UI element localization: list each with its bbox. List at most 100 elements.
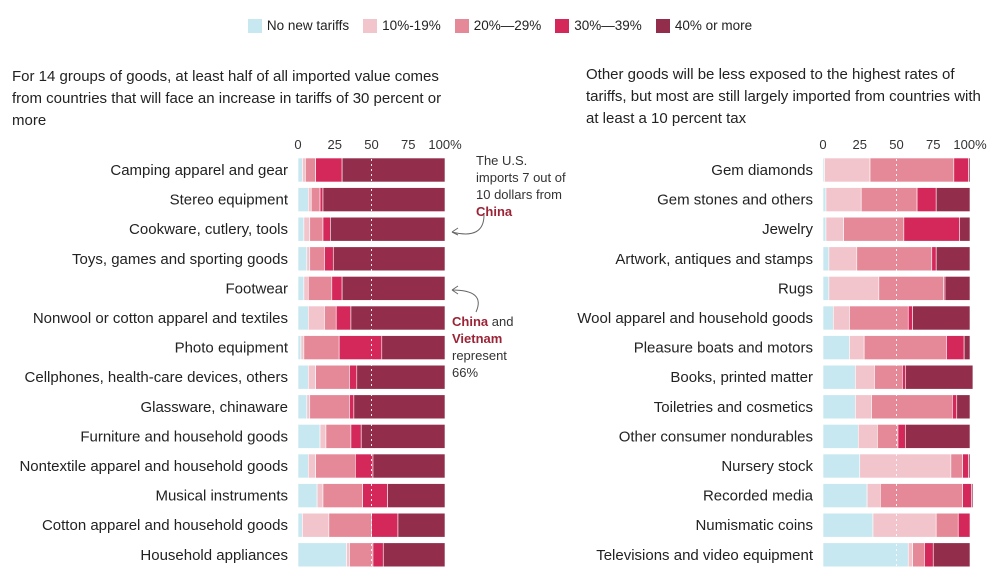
bar-segment bbox=[315, 364, 350, 390]
bar-segment bbox=[353, 394, 446, 420]
bar-segment bbox=[372, 542, 384, 568]
bar-segment bbox=[871, 394, 953, 420]
bar-segment bbox=[307, 187, 312, 212]
bar-segment bbox=[822, 453, 861, 479]
bar-segment bbox=[319, 424, 327, 449]
bar-segment bbox=[328, 512, 372, 538]
bar-segment bbox=[309, 246, 325, 272]
category-label: Other consumer nondurables bbox=[619, 428, 813, 445]
bar-segment bbox=[950, 453, 963, 479]
bar-segment bbox=[968, 157, 971, 183]
bar-segment bbox=[341, 157, 446, 183]
bar-segment bbox=[355, 453, 374, 479]
bar-segment bbox=[371, 512, 399, 538]
bar-segment bbox=[303, 276, 309, 301]
bar-segment bbox=[302, 512, 330, 538]
category-label: Gem diamonds bbox=[711, 162, 813, 179]
bar-segment bbox=[825, 216, 844, 242]
bar-segment bbox=[962, 483, 972, 508]
bar-segment bbox=[878, 276, 944, 301]
bar-segment bbox=[822, 216, 827, 242]
bar-segment bbox=[822, 394, 856, 420]
legend-swatch bbox=[454, 18, 469, 33]
category-label: Pleasure boats and motors bbox=[634, 340, 813, 357]
bar-segment bbox=[309, 216, 324, 242]
category-label: Cellphones, health-care devices, others bbox=[25, 369, 288, 386]
bar-segment bbox=[297, 187, 309, 212]
category-label: Footwear bbox=[225, 280, 288, 297]
bar-segment bbox=[322, 483, 363, 508]
bar-segment bbox=[872, 512, 937, 538]
bar-segment bbox=[324, 305, 337, 331]
bar-segment bbox=[860, 187, 918, 212]
legend-swatch bbox=[363, 18, 378, 33]
bar-segment bbox=[857, 424, 878, 449]
bar-segment bbox=[297, 394, 308, 420]
bar-segment bbox=[822, 335, 850, 360]
bar-segment bbox=[932, 542, 971, 568]
x-tick-label: 100% bbox=[953, 137, 987, 152]
x-tick-label: 25 bbox=[853, 137, 867, 152]
bar-segment bbox=[305, 157, 316, 183]
bar-segment bbox=[959, 216, 971, 242]
category-label: Toiletries and cosmetics bbox=[654, 399, 813, 416]
bar-segment bbox=[335, 305, 352, 331]
bar-segment bbox=[330, 216, 446, 242]
bar-segment bbox=[874, 364, 903, 390]
bar-segment bbox=[822, 483, 868, 508]
legend-swatch bbox=[247, 18, 262, 33]
bar-segment bbox=[912, 542, 925, 568]
x-tick-label: 0 bbox=[294, 137, 301, 152]
bar-segment bbox=[935, 187, 971, 212]
category-label: Stereo equipment bbox=[170, 192, 289, 209]
bar-segment bbox=[356, 364, 446, 390]
bar-segment bbox=[325, 424, 352, 449]
category-label: Nontextile apparel and household goods bbox=[19, 458, 288, 475]
category-label: Camping apparel and gear bbox=[110, 162, 288, 179]
legend-label: 30%—39% bbox=[574, 18, 642, 33]
bar-segment bbox=[303, 335, 340, 360]
category-label: Cotton apparel and household goods bbox=[42, 517, 288, 534]
bar-segment bbox=[916, 187, 937, 212]
bar-segment bbox=[825, 187, 862, 212]
category-label: Rugs bbox=[778, 280, 813, 297]
bar-segment bbox=[971, 483, 974, 508]
bar-segment bbox=[307, 276, 333, 301]
left-chart-subtitle: For 14 groups of goods, at least half of… bbox=[12, 68, 442, 129]
bar-segment bbox=[315, 157, 343, 183]
x-tick-label: 75 bbox=[926, 137, 940, 152]
bar-segment bbox=[962, 453, 969, 479]
legend-item: 20%—29% bbox=[454, 18, 541, 33]
bar-segment bbox=[822, 364, 856, 390]
bar-segment bbox=[349, 394, 355, 420]
bar-segment bbox=[300, 335, 305, 360]
legend-item: 30%—39% bbox=[555, 18, 642, 33]
bar-segment bbox=[859, 453, 952, 479]
bar-segment bbox=[322, 187, 446, 212]
bar-segment bbox=[822, 305, 834, 331]
x-tick-label: 100% bbox=[428, 137, 462, 152]
bar-segment bbox=[855, 364, 875, 390]
bar-segment bbox=[828, 276, 880, 301]
right-chart-subtitle: Other goods will be less exposed to the … bbox=[586, 66, 981, 127]
bar-segment bbox=[912, 305, 971, 331]
bar-segment bbox=[946, 335, 965, 360]
bar-segment bbox=[341, 276, 446, 301]
category-label: Books, printed matter bbox=[670, 369, 813, 386]
bar-segment bbox=[297, 542, 347, 568]
bar-segment bbox=[331, 276, 343, 301]
right-stacked-bar-chart: 0 25 50 75 100% Gem diamonds Gem stones and ot… bbox=[577, 137, 987, 573]
bar-segment bbox=[822, 187, 827, 212]
bar-segment bbox=[362, 483, 388, 508]
bar-segment bbox=[822, 424, 859, 449]
bar-segment bbox=[303, 216, 311, 242]
bar-segment bbox=[822, 542, 909, 568]
category-label: Toys, games and sporting goods bbox=[72, 251, 288, 268]
bar-segment bbox=[297, 276, 305, 301]
category-label: Cookware, cutlery, tools bbox=[129, 221, 288, 238]
bar-segment bbox=[297, 424, 321, 449]
bar-segment bbox=[877, 424, 899, 449]
bar-segment bbox=[338, 335, 383, 360]
bar-segment bbox=[297, 216, 305, 242]
category-label: Musical instruments bbox=[155, 488, 288, 505]
